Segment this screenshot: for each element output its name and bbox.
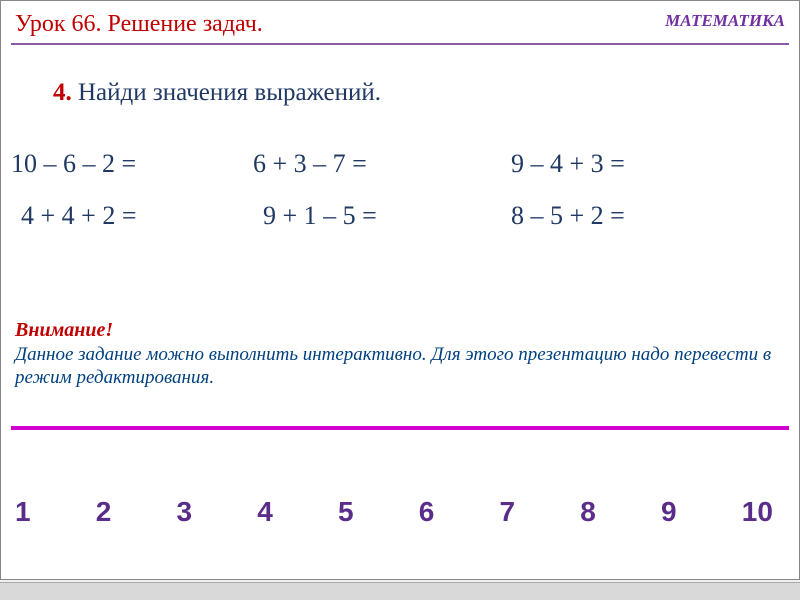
number-item[interactable]: 8 [580, 496, 596, 528]
expression[interactable]: 9 + 1 – 5 = [263, 201, 377, 231]
attention-block: Внимание! Данное задание можно выполнить… [15, 319, 785, 390]
task-prompt: 4. Найди значения выражений. [53, 79, 381, 107]
attention-text: Данное задание можно выполнить интеракти… [15, 344, 785, 390]
divider [11, 426, 789, 430]
expression[interactable]: 4 + 4 + 2 = [21, 201, 137, 231]
number-item[interactable]: 10 [742, 496, 773, 528]
attention-title: Внимание! [15, 319, 785, 342]
number-item[interactable]: 5 [338, 496, 354, 528]
number-item[interactable]: 2 [96, 496, 112, 528]
status-bar [0, 582, 800, 600]
expression[interactable]: 10 – 6 – 2 = [11, 149, 136, 179]
number-item[interactable]: 1 [15, 496, 31, 528]
number-item[interactable]: 6 [419, 496, 435, 528]
title-underline [11, 43, 789, 45]
task-text: Найди значения выражений. [78, 79, 381, 106]
task-number: 4. [53, 79, 72, 106]
number-item[interactable]: 7 [500, 496, 516, 528]
subject-label: МАТЕМАТИКА [665, 11, 785, 31]
number-item[interactable]: 9 [661, 496, 677, 528]
slide: Урок 66. Решение задач. МАТЕМАТИКА 4. На… [0, 0, 800, 580]
expression[interactable]: 8 – 5 + 2 = [511, 201, 625, 231]
expression[interactable]: 9 – 4 + 3 = [511, 149, 625, 179]
expression[interactable]: 6 + 3 – 7 = [253, 149, 367, 179]
lesson-title: Урок 66. Решение задач. [15, 11, 263, 38]
number-strip: 1 2 3 4 5 6 7 8 9 10 [1, 496, 800, 528]
number-item[interactable]: 3 [177, 496, 193, 528]
number-item[interactable]: 4 [257, 496, 273, 528]
